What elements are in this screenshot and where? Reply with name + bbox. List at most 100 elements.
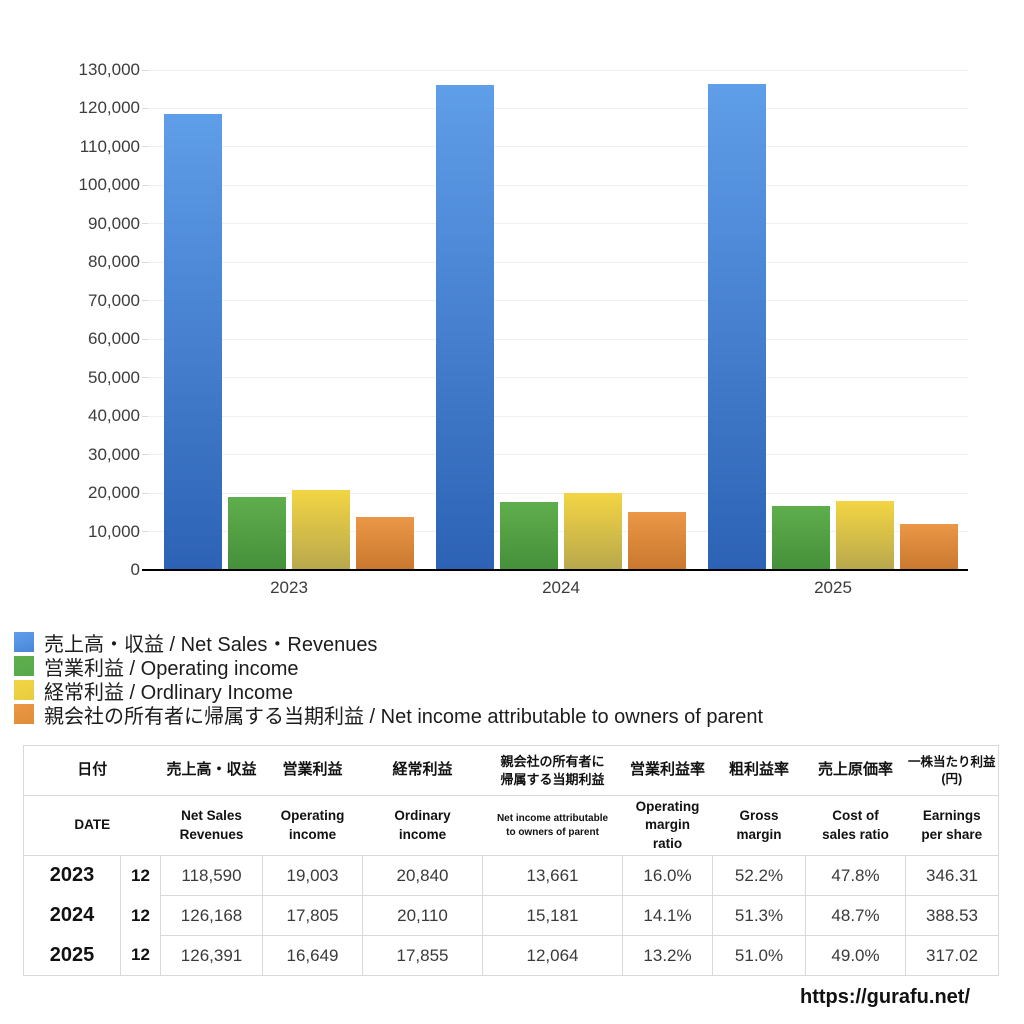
bar-group-2023 xyxy=(164,70,414,570)
gridline xyxy=(148,300,968,302)
legend-swatch xyxy=(14,704,34,724)
gridline xyxy=(148,454,968,456)
gridline xyxy=(148,146,968,148)
y-axis-tick xyxy=(142,492,148,494)
bar xyxy=(772,506,830,570)
y-axis-tick xyxy=(142,338,148,340)
cell-value-1: 19,003 xyxy=(262,855,364,896)
y-axis-tick xyxy=(142,300,148,302)
header-line: 親会社の所有者に xyxy=(500,753,605,769)
header-jp-col-0: 日付 xyxy=(22,745,161,796)
y-tick-label: 100,000 xyxy=(78,175,140,195)
y-axis-tick xyxy=(142,261,148,263)
y-axis-tick xyxy=(142,377,148,379)
gridline xyxy=(148,184,968,186)
y-axis-tick xyxy=(142,184,148,186)
cell-month: 12 xyxy=(120,895,162,936)
cell-value-7: 317.02 xyxy=(905,935,1000,976)
y-tick-label: 130,000 xyxy=(78,60,140,79)
y-axis-tick xyxy=(142,454,148,456)
bar xyxy=(708,84,766,570)
header-en-col-6: Gross margin xyxy=(712,795,806,856)
legend-label: 経常利益 / Ordlinary Income xyxy=(44,681,293,704)
y-tick-label: 30,000 xyxy=(88,444,140,464)
header-line: 一株当たり利益 xyxy=(908,754,996,769)
header-jp-col-1: 売上高・収益 xyxy=(160,745,263,796)
header-jp-col-2: 営業利益 xyxy=(262,745,363,796)
cell-value-0: 126,168 xyxy=(160,895,264,936)
header-line: (円) xyxy=(941,771,963,786)
y-tick-label: 120,000 xyxy=(78,98,140,118)
header-jp-col-8: 一株当たり利益 (円) xyxy=(905,745,1000,796)
cell-value-4: 13.2% xyxy=(622,935,714,976)
cell-value-2: 17,855 xyxy=(362,935,484,976)
y-axis-tick xyxy=(142,223,148,225)
cell-value-7: 346.31 xyxy=(905,855,1000,896)
cell-value-1: 17,805 xyxy=(262,895,364,936)
cell-year: 2025 xyxy=(23,935,121,976)
y-tick-label: 10,000 xyxy=(88,521,140,541)
header-line: Operating xyxy=(635,799,700,815)
y-tick-label: 50,000 xyxy=(88,367,140,387)
gridline xyxy=(148,377,968,379)
header-en-col-3: Ordinary income xyxy=(362,795,483,856)
cell-value-0: 126,391 xyxy=(160,935,264,976)
gridline xyxy=(148,415,968,417)
y-axis-tick xyxy=(142,107,148,109)
header-en-col-5: Operating margin ratio xyxy=(622,795,713,856)
header-line: Gross xyxy=(739,808,779,824)
y-axis-tick xyxy=(142,415,148,417)
header-line: 営業利益率 xyxy=(630,761,706,779)
cell-value-6: 49.0% xyxy=(805,935,907,976)
x-axis-line xyxy=(142,569,968,571)
bar-chart: 0 10,000 20,000 30,000 40,000 50,000 60,000 70,… xyxy=(78,60,968,597)
header-line: 経常利益 xyxy=(392,761,453,779)
header-line: sales ratio xyxy=(822,826,889,842)
header-line: 粗利益率 xyxy=(729,761,790,779)
cell-value-1: 16,649 xyxy=(262,935,364,976)
cell-month: 12 xyxy=(120,855,162,896)
header-line: Earnings xyxy=(922,808,981,824)
y-tick-label: 40,000 xyxy=(88,406,140,426)
table-header-row-jp: 日付 売上高・収益 営業利益 経常利益 親会社の所有者に 帰属する当期利益 営業利益率 粗利益… xyxy=(22,745,1000,796)
header-jp-col-6: 粗利益率 xyxy=(712,745,806,796)
header-jp-col-3: 経常利益 xyxy=(362,745,483,796)
header-en-col-7: Cost of sales ratio xyxy=(805,795,906,856)
header-en-col-1: Net Sales Revenues xyxy=(160,795,263,856)
bar xyxy=(900,524,958,570)
bar xyxy=(564,493,622,570)
header-jp-col-4: 親会社の所有者に 帰属する当期利益 xyxy=(482,745,623,796)
header-line: 売上高・収益 xyxy=(166,761,257,779)
legend-label: 売上高・収益 / Net Sales・Revenues xyxy=(44,633,378,656)
y-tick-label: 0 xyxy=(130,560,140,579)
header-line: ratio xyxy=(652,835,683,851)
x-tick-label: 2023 xyxy=(270,578,308,597)
legend-swatch xyxy=(14,680,34,700)
y-axis-tick xyxy=(142,69,148,71)
table-header-row-en: DATE Net Sales Revenues Operating income Ordi… xyxy=(22,795,1000,856)
x-tick-label: 2025 xyxy=(814,578,852,597)
header-line: to owners of parent xyxy=(506,826,599,838)
header-line: 売上原価率 xyxy=(818,761,894,779)
cell-value-5: 51.0% xyxy=(712,935,807,976)
header-line: Cost of xyxy=(832,808,879,824)
legend-item: 経常利益 / Ordlinary Income xyxy=(14,678,763,704)
header-en-col-2: Operating income xyxy=(262,795,363,856)
cell-value-3: 15,181 xyxy=(482,895,624,936)
x-tick-label: 2024 xyxy=(542,578,580,597)
gridline xyxy=(148,223,968,225)
y-tick-label: 90,000 xyxy=(88,213,140,233)
footer-url: https://gurafu.net/ xyxy=(800,986,970,1008)
y-tick-label: 60,000 xyxy=(88,329,140,349)
cell-year: 2024 xyxy=(23,895,121,936)
cell-month: 12 xyxy=(120,935,162,976)
y-tick-label: 20,000 xyxy=(88,483,140,503)
header-line: margin xyxy=(645,817,691,833)
gridline xyxy=(148,69,968,71)
bar xyxy=(436,85,494,570)
plot-area xyxy=(148,69,968,570)
header-line: Revenues xyxy=(179,826,244,842)
cell-value-6: 48.7% xyxy=(805,895,907,936)
header-line: Ordinary xyxy=(394,808,451,824)
cell-value-5: 51.3% xyxy=(712,895,807,936)
